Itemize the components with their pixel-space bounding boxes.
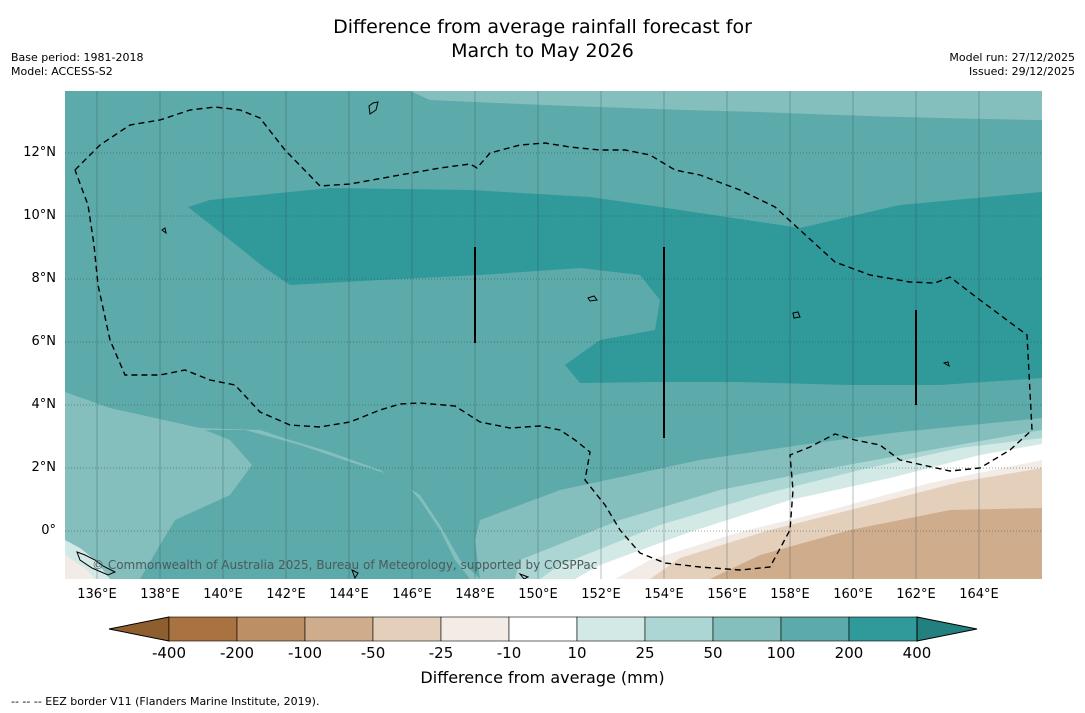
latitude-lines [65,152,1042,532]
lon-label: 146°E [392,587,432,602]
lon-label: 160°E [833,587,873,602]
lon-label: 158°E [770,587,810,602]
lon-label: 150°E [518,587,558,602]
colorbar-cell [440,616,510,642]
colorbar-title: Difference from average (mm) [420,668,665,687]
copyright-notice: © Commonwealth of Australia 2025, Bureau… [92,558,598,572]
colorbar-label: 200 [834,644,864,662]
colorbar-cell [780,616,850,642]
colorbar-label: 50 [703,644,723,662]
colorbar-label: -25 [428,644,454,662]
rainfall-band-minus-50-100 [710,508,1042,579]
lat-label: 0° [41,523,56,538]
eez-border [74,106,1033,571]
model-name: Model: ACCESS-S2 [11,65,113,78]
colorbar-cell [168,616,238,642]
colorbar-cell [372,616,442,642]
colorbar-cell [712,616,782,642]
reference-lines [474,247,917,438]
lon-label: 154°E [644,587,684,602]
colorbar-label: -200 [219,644,255,662]
rainfall-band-top-50-100 [410,91,1042,120]
lon-label: 164°E [959,587,999,602]
lat-label: 6°N [31,334,57,349]
model-run: Model run: 27/12/2025 [949,51,1075,64]
colorbar-cell [848,616,918,642]
lon-label: 156°E [707,587,747,602]
lon-label: 138°E [140,587,180,602]
lat-label: 2°N [31,460,57,475]
colorbar-label: 10 [567,644,587,662]
eez-footnote: -- -- -- EEZ border V11 (Flanders Marine… [11,695,320,708]
colorbar-label: 400 [902,644,932,662]
colorbar-label: 25 [635,644,655,662]
lon-label: 162°E [896,587,936,602]
lon-label: 140°E [203,587,243,602]
map-title-line2: March to May 2026 [451,40,634,62]
issued-date: Issued: 29/12/2025 [968,65,1075,78]
colorbar-cell [508,616,578,642]
lat-label: 10°N [23,208,56,223]
colorbar-cell [644,616,714,642]
colorbar [108,616,978,642]
lat-label: 4°N [31,397,57,412]
lon-label: 144°E [329,587,369,602]
colorbar-extend-low [108,616,170,642]
colorbar-label: -100 [287,644,323,662]
rainfall-band-200-400 [188,188,1042,385]
lat-label: 8°N [31,271,57,286]
rainfall-band-southwest-100-200 [140,430,470,579]
rainfall-band-corner-2 [65,555,95,579]
colorbar-label: -400 [151,644,187,662]
lat-label: 12°N [23,145,56,160]
colorbar-extend-high [916,616,978,642]
lon-label: 148°E [455,587,495,602]
lon-label: 152°E [581,587,621,602]
islands [76,101,950,579]
lon-label: 142°E [266,587,306,602]
colorbar-cell [236,616,306,642]
map-title-line1: Difference from average rainfall forecas… [333,16,752,38]
lon-label: 136°E [77,587,117,602]
colorbar-cell [304,616,374,642]
colorbar-label: -10 [496,644,522,662]
colorbar-label: 100 [766,644,796,662]
colorbar-label: -50 [360,644,386,662]
base-period: Base period: 1981-2018 [11,51,144,64]
colorbar-cell [576,616,646,642]
